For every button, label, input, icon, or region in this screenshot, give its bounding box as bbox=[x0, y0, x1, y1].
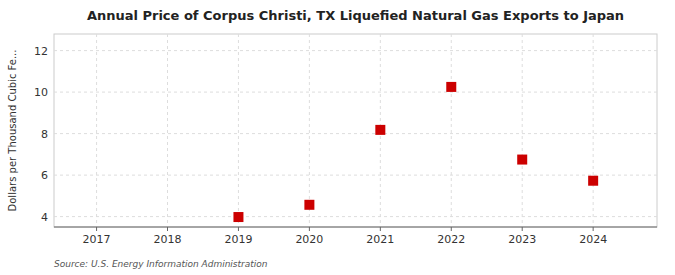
point bbox=[446, 82, 456, 92]
x-grid-line bbox=[309, 34, 310, 227]
y-grid-line bbox=[54, 92, 657, 93]
point bbox=[517, 155, 527, 165]
point bbox=[588, 176, 598, 186]
chart-title: Annual Price of Corpus Christi, TX Lique… bbox=[87, 8, 624, 23]
y-grid-line bbox=[54, 133, 657, 134]
y-tick-label: 4 bbox=[41, 211, 48, 224]
y-grid-line bbox=[54, 175, 657, 176]
x-axis: 2017 2018 2019 2020 2021 2022 2023 2024 bbox=[83, 227, 608, 246]
x-tick bbox=[96, 227, 97, 231]
x-tick-label: 2022 bbox=[437, 233, 465, 246]
point bbox=[375, 125, 385, 135]
x-tick-label: 2017 bbox=[83, 233, 111, 246]
x-tick-label: 2024 bbox=[579, 233, 607, 246]
source-note: Source: U.S. Energy Information Administ… bbox=[54, 259, 268, 269]
x-tick-label: 2019 bbox=[224, 233, 252, 246]
y-tick-label: 10 bbox=[34, 86, 48, 99]
point bbox=[233, 212, 243, 222]
chart-container: 2017 2018 2019 2020 2021 2022 2023 2024 4 6 8 10 12 D… bbox=[0, 0, 675, 275]
y-tick-label: 6 bbox=[41, 169, 48, 182]
y-grid-line bbox=[54, 50, 657, 51]
plot-frame bbox=[54, 34, 657, 227]
x-tick bbox=[522, 227, 523, 231]
y-grid-line bbox=[54, 216, 657, 217]
chart-svg: 2017 2018 2019 2020 2021 2022 2023 2024 4 6 8 10 12 D… bbox=[0, 0, 675, 275]
x-tick bbox=[238, 227, 239, 231]
y-tick-label: 8 bbox=[41, 128, 48, 141]
point bbox=[304, 200, 314, 210]
x-tick-label: 2023 bbox=[508, 233, 536, 246]
x-tick bbox=[309, 227, 310, 231]
y-axis: 4 6 8 10 12 bbox=[34, 45, 48, 224]
x-axis-line bbox=[54, 227, 657, 228]
x-tick bbox=[167, 227, 168, 231]
x-grid-line bbox=[167, 34, 168, 227]
x-grid-line bbox=[96, 34, 97, 227]
x-grid-line bbox=[238, 34, 239, 227]
x-tick-label: 2020 bbox=[295, 233, 323, 246]
x-tick bbox=[593, 227, 594, 231]
y-tick-label: 12 bbox=[34, 45, 48, 58]
x-grid-line bbox=[593, 34, 594, 227]
x-grid-line bbox=[451, 34, 452, 227]
x-tick-label: 2021 bbox=[366, 233, 394, 246]
x-tick bbox=[451, 227, 452, 231]
grid bbox=[54, 34, 657, 227]
x-tick-label: 2018 bbox=[154, 233, 182, 246]
x-grid-line bbox=[522, 34, 523, 227]
y-axis-label: Dollars per Thousand Cubic Fe... bbox=[7, 50, 18, 212]
points bbox=[233, 82, 598, 222]
x-tick bbox=[380, 227, 381, 231]
